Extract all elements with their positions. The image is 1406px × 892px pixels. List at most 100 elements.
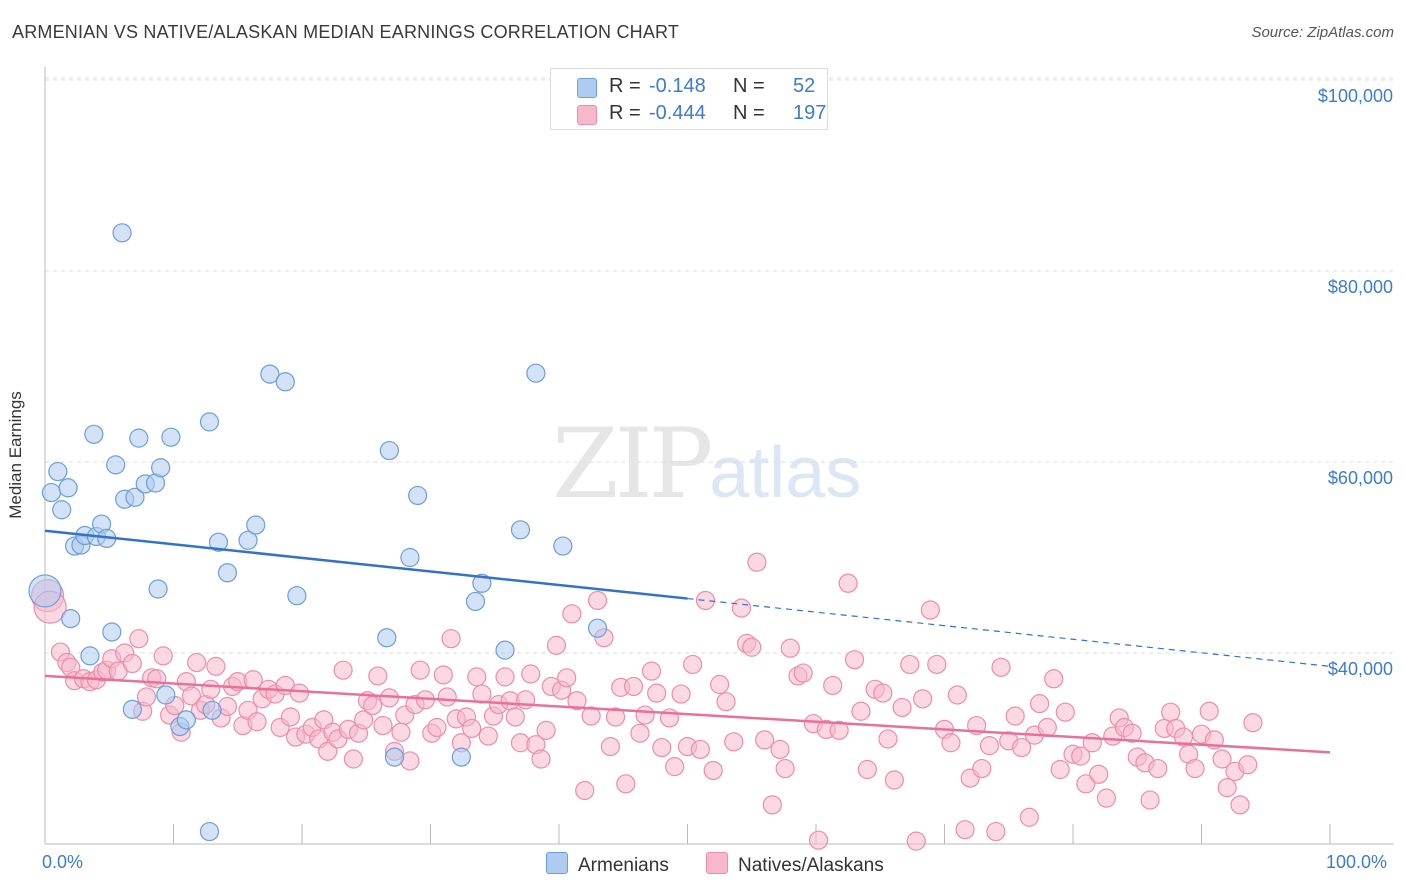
native-point [986, 821, 1006, 842]
armenian-trend-extension [687, 597, 1331, 667]
native-point [920, 600, 940, 620]
legend-swatch-natives [577, 105, 597, 125]
armenian-point [148, 579, 168, 599]
native-point [129, 629, 149, 649]
series-legend: Armenians Natives/Alaskans [0, 852, 1406, 878]
native-point [1199, 701, 1219, 721]
armenian-point [122, 699, 142, 719]
native-point [823, 675, 843, 696]
armenian-point [102, 622, 122, 642]
native-point [754, 730, 775, 750]
native-point [247, 712, 267, 732]
y-tick-label-80000: $80,000 [1327, 277, 1393, 297]
armenian-point [495, 640, 515, 660]
native-point [410, 660, 430, 680]
x-tick-label-100: 100.0% [1326, 852, 1388, 872]
armenian-point [199, 412, 220, 432]
native-point [900, 654, 920, 675]
native-point [829, 720, 849, 740]
native-point [972, 758, 992, 779]
native-point [762, 795, 782, 815]
native-point [941, 733, 961, 753]
native-point [1019, 807, 1039, 827]
legend-r-value: -0.444 [649, 102, 706, 124]
y-tick-label-100000: $100,000 [1317, 86, 1393, 106]
native-point [808, 830, 829, 850]
native-point [363, 695, 383, 716]
native-point [1037, 717, 1057, 738]
y-tick-label-60000: $60,000 [1327, 468, 1393, 488]
legend-n-value: 197 [793, 102, 827, 124]
legend-item-natives[interactable]: Natives/Alaskans [706, 852, 884, 877]
native-point [1230, 795, 1250, 815]
armenian-point [510, 520, 531, 540]
native-point [531, 749, 551, 769]
armenian-point [129, 428, 149, 448]
armenian-point [202, 700, 222, 720]
native-point [857, 759, 878, 780]
native-point [683, 654, 703, 675]
armenian-point [472, 573, 492, 593]
native-point [710, 674, 730, 695]
native-point [289, 683, 310, 703]
native-point [441, 629, 461, 649]
armenian-point [384, 747, 405, 767]
legend-n-label: N = [733, 102, 765, 124]
native-point [147, 669, 167, 689]
native-point [343, 749, 363, 769]
native-point [979, 736, 1000, 756]
native-point [690, 739, 710, 760]
native-point [536, 720, 556, 740]
armenian-point [246, 515, 266, 535]
native-point [1185, 758, 1205, 779]
x-tick-label-0: 0.0% [42, 852, 84, 872]
native-point [562, 604, 582, 624]
native-point [716, 692, 736, 712]
native-point [913, 689, 933, 709]
armenian-point [41, 482, 62, 503]
armenian-point [526, 363, 546, 383]
armenian-point [125, 487, 145, 507]
armenian-point [408, 485, 428, 506]
native-point [742, 637, 762, 657]
armenian-point [84, 424, 104, 444]
correlation-legend: R = -0.148 N = 52 R = -0.444 N = 197 [550, 68, 828, 130]
native-point [368, 666, 388, 686]
native-point [1243, 713, 1263, 733]
native-point [600, 736, 621, 757]
legend-r-label: R = [609, 75, 641, 97]
native-point [427, 717, 447, 738]
armenian-point [377, 628, 397, 648]
native-point [437, 687, 457, 707]
armenian-point [156, 685, 176, 705]
native-point [478, 726, 498, 746]
native-point [1096, 788, 1117, 808]
native-point [731, 598, 752, 618]
legend-item-armenians[interactable]: Armenians [546, 852, 669, 877]
armenian-point [217, 563, 238, 583]
native-point [1212, 749, 1232, 769]
legend-label-armenians: Armenians [578, 855, 669, 876]
armenian-point [208, 532, 229, 552]
native-point [433, 665, 453, 685]
armenian-point [199, 821, 220, 842]
native-point [1148, 758, 1168, 779]
y-axis-title: Median Earnings [6, 391, 25, 519]
native-point [793, 663, 813, 683]
native-point [884, 770, 904, 790]
native-point [495, 667, 515, 687]
native-point [391, 722, 411, 742]
native-point [1238, 755, 1258, 775]
y-tick-label-40000: $40,000 [1327, 659, 1393, 679]
armenian-point [465, 591, 486, 612]
armenian-point [48, 461, 68, 482]
native-point [892, 697, 912, 718]
armenian-point [287, 586, 307, 606]
legend-swatch-armenians [546, 852, 568, 874]
native-point [181, 686, 202, 706]
native-point [616, 774, 636, 794]
native-point [873, 683, 893, 703]
armenian-point [451, 747, 471, 767]
native-point [844, 650, 865, 670]
